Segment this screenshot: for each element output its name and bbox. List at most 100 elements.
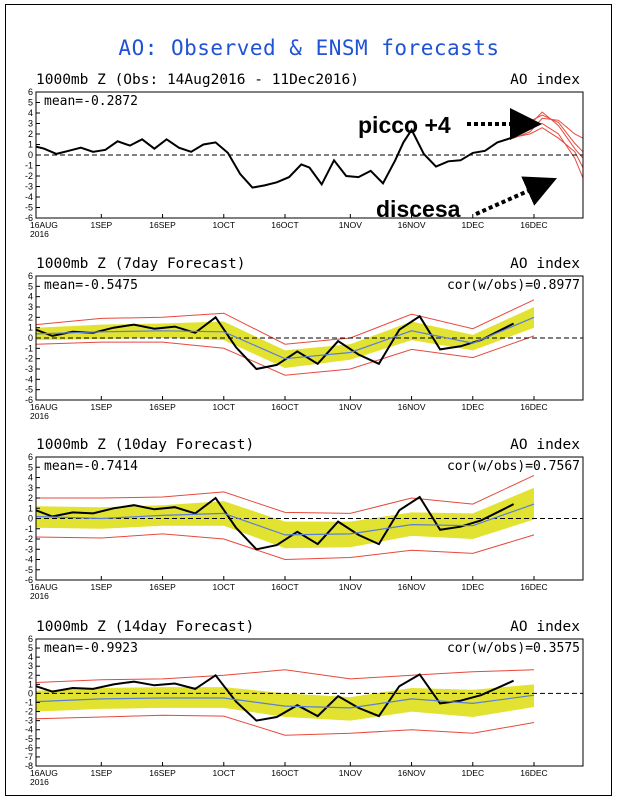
panel-4-ytick-label: 6 <box>28 634 33 644</box>
panel-1-ytick-label: -4 <box>25 192 33 202</box>
panel-1-xtick-label: 1NOV <box>339 220 362 230</box>
panel-2-ytick-label: 4 <box>28 292 33 302</box>
panel-4-xtick-label: 16NOV <box>398 768 426 778</box>
panel-3-ytick-label: 1 <box>28 503 33 513</box>
panel-3-spread-band <box>36 487 534 549</box>
panel-3-ytick-label: 5 <box>28 462 33 472</box>
panel-2-xtick-label: 1SEP <box>90 402 112 412</box>
panel-3-xtick-label: 16SEP <box>149 582 176 592</box>
panel-2-ytick-label: -1 <box>25 343 33 353</box>
panel-3-ytick-label: 0 <box>28 514 33 524</box>
panel-2-ytick-label: -3 <box>25 364 33 374</box>
panel-1-ytick-label: 4 <box>28 108 33 118</box>
panel-4-xtick-label: 16DEC <box>520 768 547 778</box>
panel-4-xtick-label: 1SEP <box>90 768 112 778</box>
panel-2-ytick-label: 3 <box>28 302 33 312</box>
panel-4-title: 1000mb Z (14day Forecast) <box>36 619 255 635</box>
panel-4-member-line-1 <box>35 714 535 736</box>
panel-4-xtick-label: 16AUG <box>30 768 58 778</box>
panel-2-ytick-label: 1 <box>28 323 33 333</box>
panel-2-observed-line <box>35 314 515 371</box>
panel-1-mean-label: mean=-0.2872 <box>44 94 138 109</box>
peak-annotation-label: picco +4 <box>358 112 451 138</box>
panel-4-ytick-label: -6 <box>25 743 33 753</box>
panel-1-xtick-label: 1OCT <box>212 220 235 230</box>
panel-2-xtick-label: 16OCT <box>271 402 298 412</box>
panel-4-xtick-label: 2016 <box>30 777 49 787</box>
panel-3-xtick-label: 1DEC <box>461 582 484 592</box>
panel-2-xtick-label: 1NOV <box>339 402 362 412</box>
panel-1-ytick-label: 2 <box>28 129 33 139</box>
panel-3-index-label: AO index <box>510 437 580 453</box>
panel-4-ytick-label: 5 <box>28 643 33 653</box>
panel-3-observed-line <box>35 495 515 551</box>
panel-2-correlation-label: cor(w/obs)=0.8977 <box>447 278 580 293</box>
descent-annotation-label: discesa <box>376 196 461 222</box>
panel-3-ytick-label: 2 <box>28 493 33 503</box>
panel-3-xtick-label: 1SEP <box>90 582 112 592</box>
panel-2-ytick-label: 6 <box>28 271 33 281</box>
figure-title: AO: Observed & ENSM forecasts <box>118 36 500 60</box>
panel-2-xtick-label: 2016 <box>30 411 49 421</box>
panel-1-ytick-label: -3 <box>25 182 33 192</box>
panel-2-ytick-label: 5 <box>28 281 33 291</box>
panel-2-ytick-label: 0 <box>28 333 33 343</box>
panel-2-xtick-label: 1OCT <box>212 402 235 412</box>
panel-1-ytick-label: -1 <box>25 161 33 171</box>
panel-4-ytick-label: 4 <box>28 652 33 662</box>
panel-2-xtick-label: 16AUG <box>30 402 58 412</box>
panel-4-ensemble-mean-line <box>35 694 535 709</box>
panel-1-ytick-label: 0 <box>28 150 33 160</box>
panel-3-xtick-label: 1NOV <box>339 582 362 592</box>
panel-2-ytick-label: -2 <box>25 354 33 364</box>
panel-1-index-label: AO index <box>510 72 580 88</box>
panel-4-xtick-label: 16OCT <box>271 768 298 778</box>
panel-2-xtick-label: 16DEC <box>520 402 547 412</box>
panel-3-xtick-label: 16OCT <box>271 582 298 592</box>
panel-4-observed-line <box>35 673 515 722</box>
panel-4-index-label: AO index <box>510 619 580 635</box>
panel-1-xtick-label: 16NOV <box>398 220 426 230</box>
panel-2-ytick-label: 2 <box>28 312 33 322</box>
panel-2-ytick-label: -6 <box>25 395 33 405</box>
annotation-group: picco +4 discesa <box>358 108 557 222</box>
panel-1-ytick-label: 1 <box>28 140 33 150</box>
panel-4-ytick-label: 3 <box>28 661 33 671</box>
panel-1-xtick-label: 1DEC <box>461 220 484 230</box>
panel-4-mean-label: mean=-0.9923 <box>44 641 138 656</box>
panel-2-ytick-label: -4 <box>25 374 33 384</box>
panel-1-xtick-label: 16SEP <box>149 220 176 230</box>
panel-3-ytick-label: -6 <box>25 575 33 585</box>
panel-4-ytick-label: -7 <box>25 752 33 762</box>
panel-4-correlation-label: cor(w/obs)=0.3575 <box>447 641 580 656</box>
panel-4-ytick-label: -3 <box>25 716 33 726</box>
panel-2-ytick-label: -5 <box>25 385 33 395</box>
panel-4-ytick-label: 0 <box>28 688 33 698</box>
panel-1-xtick-label: 1SEP <box>90 220 112 230</box>
panel-2-ensemble-mean-line <box>35 316 535 360</box>
panel-1-xtick-label: 16DEC <box>520 220 547 230</box>
panel-4-ytick-label: -4 <box>25 725 33 735</box>
panel-3-ytick-label: 6 <box>28 452 33 462</box>
panel-1-ytick-label: -5 <box>25 203 33 213</box>
panel-3-title: 1000mb Z (10day Forecast) <box>36 437 255 453</box>
panel-3-xtick-label: 16NOV <box>398 582 426 592</box>
panel-1-ytick-label: 5 <box>28 98 33 108</box>
panel-2-xtick-label: 1DEC <box>461 402 484 412</box>
panel-4-xtick-label: 16SEP <box>149 768 176 778</box>
panel-3-ytick-label: 4 <box>28 473 33 483</box>
panel-1-xtick-label: 16OCT <box>271 220 298 230</box>
panel-1-title: 1000mb Z (Obs: 14Aug2016 - 11Dec2016) <box>36 72 360 88</box>
panel-3-ytick-label: -5 <box>25 565 33 575</box>
panel-3-ytick-label: -4 <box>25 555 33 565</box>
panel-1-xtick-label: 2016 <box>30 229 49 239</box>
panel-1-ytick-label: 3 <box>28 119 33 129</box>
panel-3-xtick-label: 2016 <box>30 591 49 601</box>
panel-3-ytick-label: 3 <box>28 483 33 493</box>
panel-3-ensemble-mean-line <box>35 503 535 536</box>
